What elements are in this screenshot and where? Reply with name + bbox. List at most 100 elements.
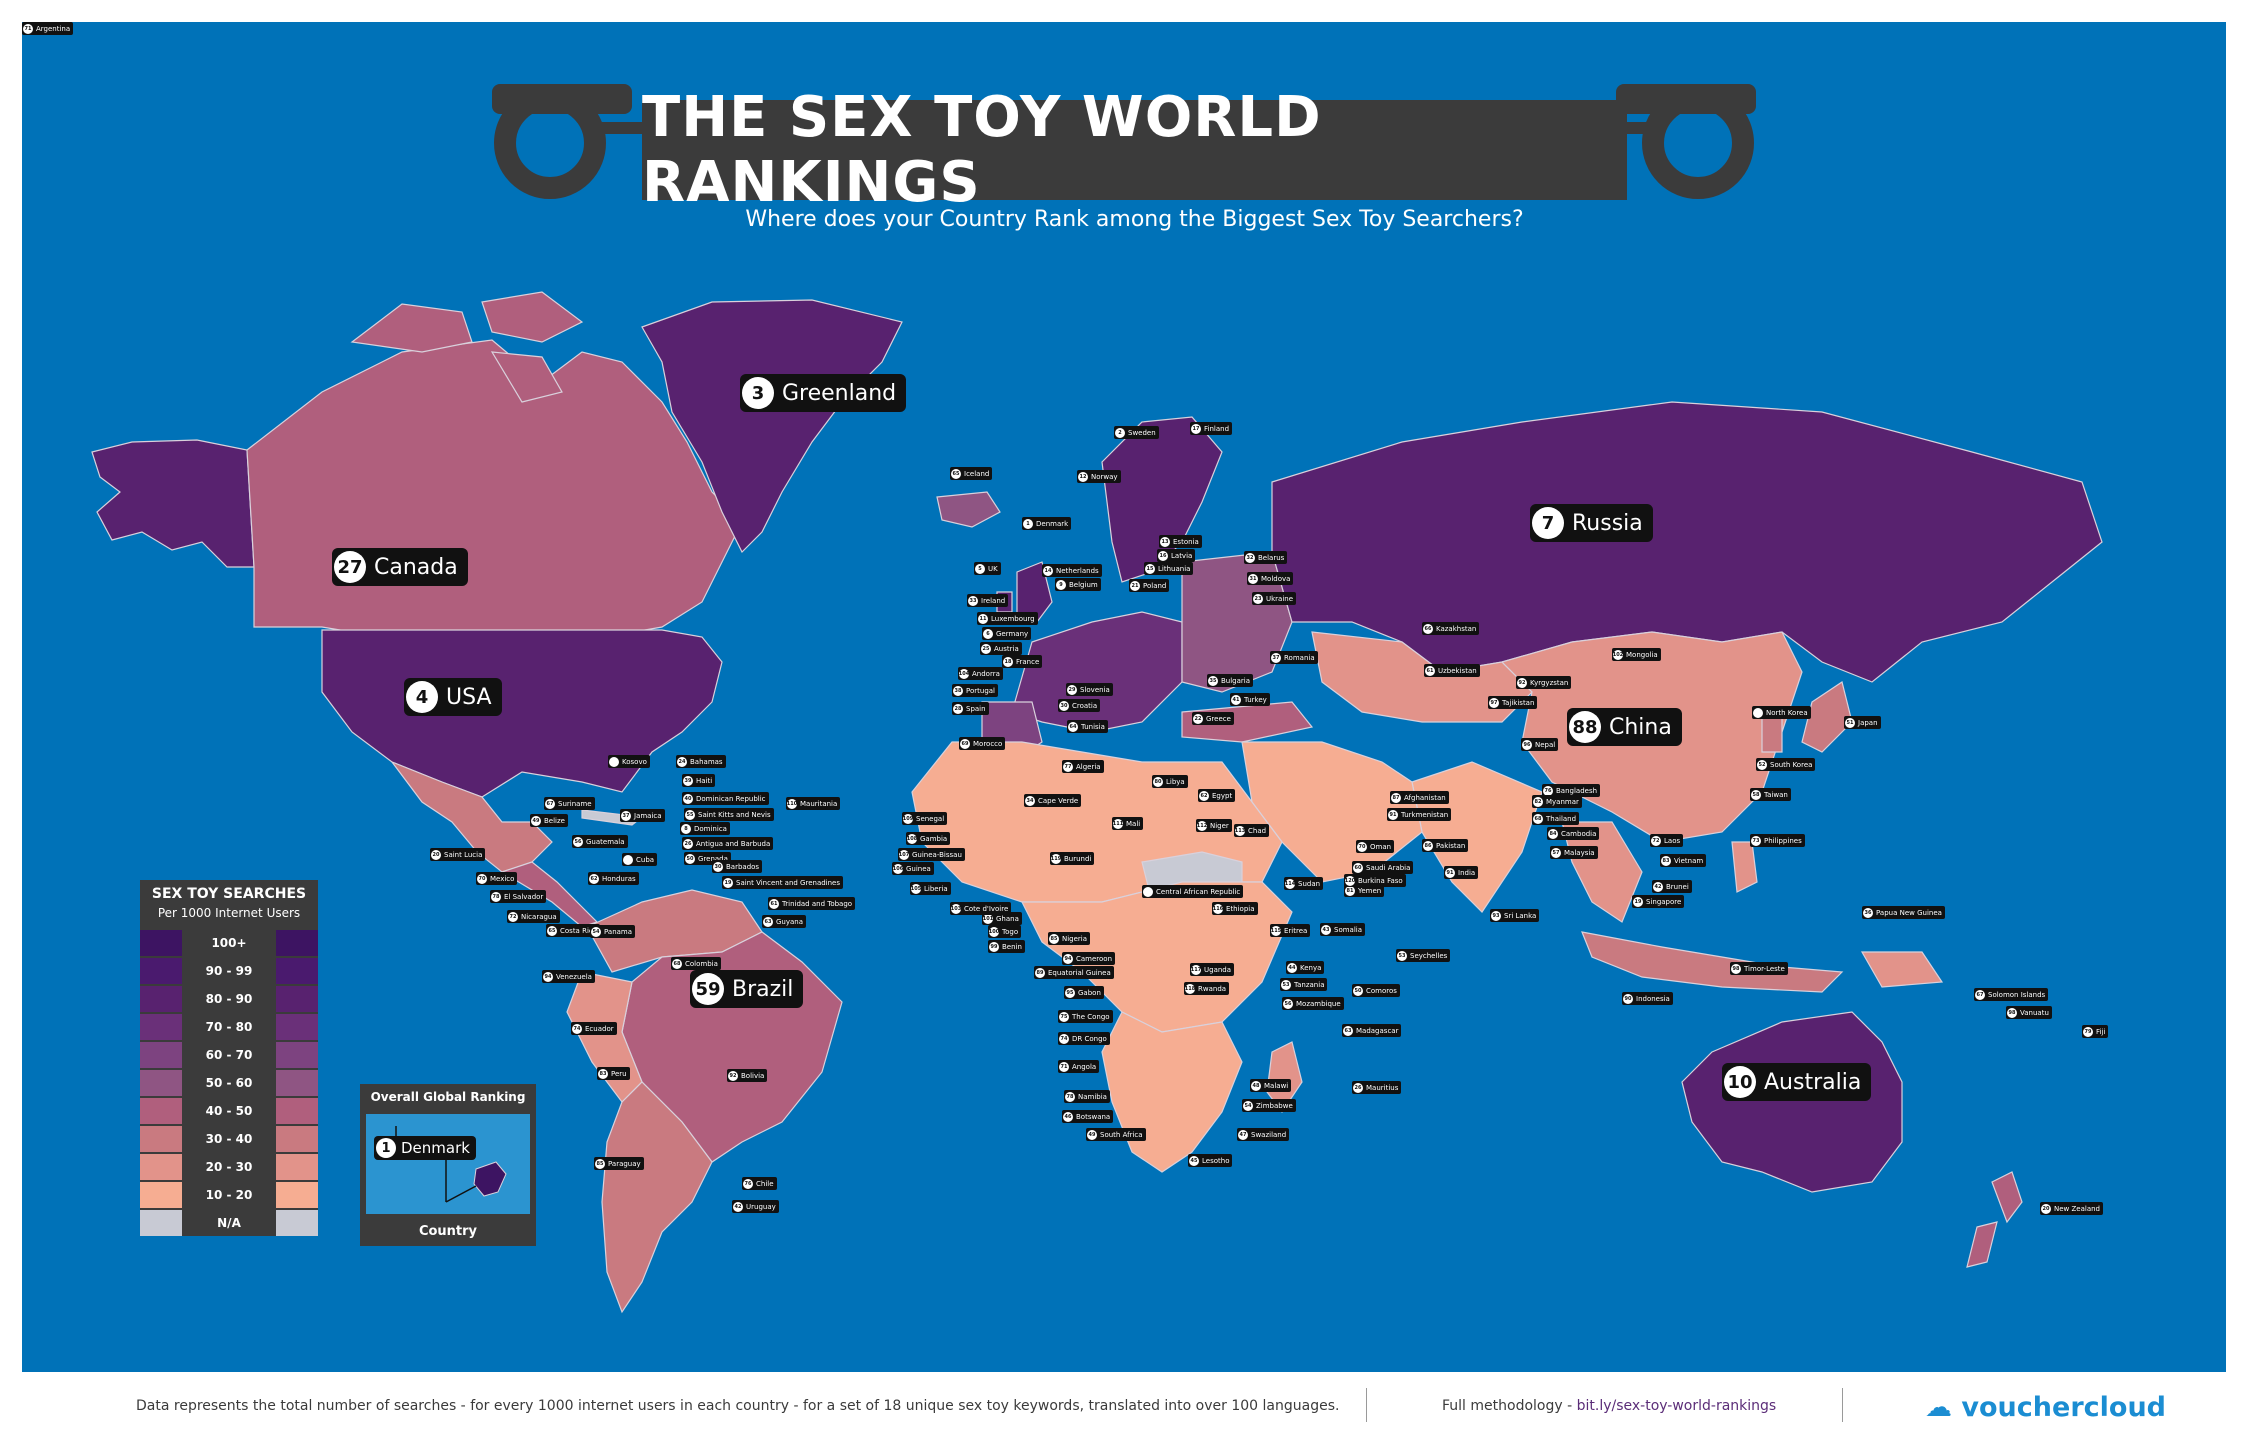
label-fiji: 79 Fiji [2082, 1025, 2109, 1038]
rank-badge: 44 [1287, 962, 1297, 973]
label-chad: 113 Chad [1234, 824, 1270, 837]
country-name: Belarus [1258, 553, 1285, 562]
country-name: Myanmar [1546, 797, 1579, 806]
rank-badge: 57 [1551, 847, 1561, 858]
legend-swatch [276, 985, 318, 1012]
legend-swatch [140, 1097, 182, 1124]
country-name: Venezuela [556, 972, 592, 981]
country-name: USA [446, 684, 492, 710]
country-name: Latvia [1171, 551, 1193, 560]
country-name: Andorra [972, 669, 1000, 678]
rank-badge: 28 [953, 703, 963, 714]
label-burkina-faso: 120 Burkina Faso [1344, 874, 1406, 887]
rank-badge: 42 [1653, 881, 1663, 892]
legend: SEX TOY SEARCHES Per 1000 Internet Users… [140, 880, 318, 1236]
legend-swatch [140, 1013, 182, 1040]
country-name: Lesotho [1202, 1156, 1230, 1165]
label-tunisia: 64 Tunisia [1067, 720, 1108, 733]
australia [1681, 1011, 1903, 1193]
rank-badge: 50 [685, 853, 695, 864]
legend-label: 50 - 60 [182, 1069, 276, 1096]
rank-badge: 55 [685, 809, 695, 820]
country-name: Sweden [1128, 428, 1156, 437]
rank-badge: 1 [1023, 518, 1033, 529]
rank-badge: 74 [1059, 1033, 1069, 1044]
country-name: Kazakhstan [1436, 624, 1477, 633]
label-saint-lucia: 20 Saint Lucia [430, 848, 486, 861]
label-ecuador: 74 Ecuador [571, 1022, 617, 1035]
legend-label: 20 - 30 [182, 1153, 276, 1180]
country-name: Costa Rica [560, 926, 598, 935]
rank-badge: 63 [763, 916, 773, 927]
country-name: Luxembourg [991, 614, 1035, 623]
rank-badge: 30 [1059, 700, 1069, 711]
rank-badge: 15 [1145, 563, 1155, 574]
rank-badge: 75 [1059, 1011, 1069, 1022]
rank-badge: 74 [572, 1023, 582, 1034]
legend-label: N/A [182, 1209, 276, 1236]
label-tajikistan: 97 Tajikistan [1488, 696, 1538, 709]
argentina-chile [601, 1081, 713, 1314]
label-suriname: 67 Suriname [544, 797, 595, 810]
country-name: Togo [1002, 927, 1019, 936]
rank-badge: 36 [1863, 907, 1873, 918]
label-turkey: 41 Turkey [1230, 693, 1270, 706]
rank-badge: 63 [1343, 1025, 1353, 1036]
country-name: Saudi Arabia [1366, 863, 1411, 872]
rank-badge: 92 [728, 1070, 738, 1081]
country-name: Papua New Guinea [1876, 908, 1942, 917]
label-colombia: 68 Colombia [671, 957, 721, 970]
country-name: Indonesia [1636, 994, 1670, 1003]
country-name: Taiwan [1764, 790, 1788, 799]
country-name: Gabon [1078, 988, 1101, 997]
label-taiwan: 58 Taiwan [1750, 788, 1791, 801]
label-burundi: 119 Burundi [1050, 852, 1095, 865]
label-bangladesh: 76 Bangladesh [1542, 784, 1601, 797]
legend-swatch [140, 1041, 182, 1068]
rank-badge [1143, 886, 1153, 897]
country-name: UK [988, 564, 998, 573]
country-name: Dominican Republic [696, 794, 766, 803]
country-name: Fiji [2096, 1027, 2106, 1036]
rank-badge: 6 [983, 628, 993, 639]
label-new-zealand: 20 New Zealand [2040, 1202, 2103, 1215]
methodology-link[interactable]: bit.ly/sex-toy-world-rankings [1576, 1398, 1777, 1414]
label-haiti: 39 Haiti [682, 774, 716, 787]
russia [1271, 401, 2103, 683]
rank-badge: 86 [1423, 840, 1433, 851]
indonesia [1581, 931, 1844, 993]
rank-badge: 33 [968, 595, 978, 606]
label-oman: 70 Oman [1356, 840, 1395, 853]
label-greece: 22 Greece [1192, 712, 1234, 725]
rank-badge: 23 [1253, 593, 1263, 604]
rank-badge: 99 [989, 941, 999, 952]
label-malaysia: 57 Malaysia [1550, 846, 1598, 859]
label-niger: 112 Niger [1196, 819, 1232, 832]
country-name: Vanuatu [2020, 1008, 2049, 1017]
label-benin: 99 Benin [988, 940, 1025, 953]
rank-badge: 105 [910, 883, 922, 894]
country-name: Finland [1204, 424, 1230, 433]
rank-badge [623, 854, 633, 865]
country-name: Romania [1284, 653, 1315, 662]
legend-subtitle: Per 1000 Internet Users [157, 906, 301, 920]
label-mexico: 70 Mexico [476, 872, 518, 885]
cloud-icon: ☁ [1925, 1392, 1952, 1423]
label-austria: 25 Austria [980, 642, 1022, 655]
country-name: Central African Republic [1156, 887, 1241, 896]
country-name: Chile [756, 1179, 774, 1188]
legend-swatch [140, 1153, 182, 1180]
label-ireland: 33 Ireland [967, 594, 1009, 607]
ranking-key-footer: Country [418, 1224, 478, 1239]
country-name: Germany [996, 629, 1029, 638]
label-guatemala: 56 Guatemala [572, 835, 628, 848]
rank-badge: 111 [1112, 818, 1124, 829]
rank-badge: 106 [892, 863, 904, 874]
label-norway: 12 Norway [1077, 470, 1121, 483]
rank-badge: 29 [1067, 684, 1077, 695]
legend-swatch [276, 1125, 318, 1152]
rank-badge: 113 [1234, 825, 1246, 836]
label-andorra: 104 Andorra [958, 667, 1003, 680]
legend-swatch [140, 957, 182, 984]
label-usa: 4 USA [404, 678, 502, 716]
